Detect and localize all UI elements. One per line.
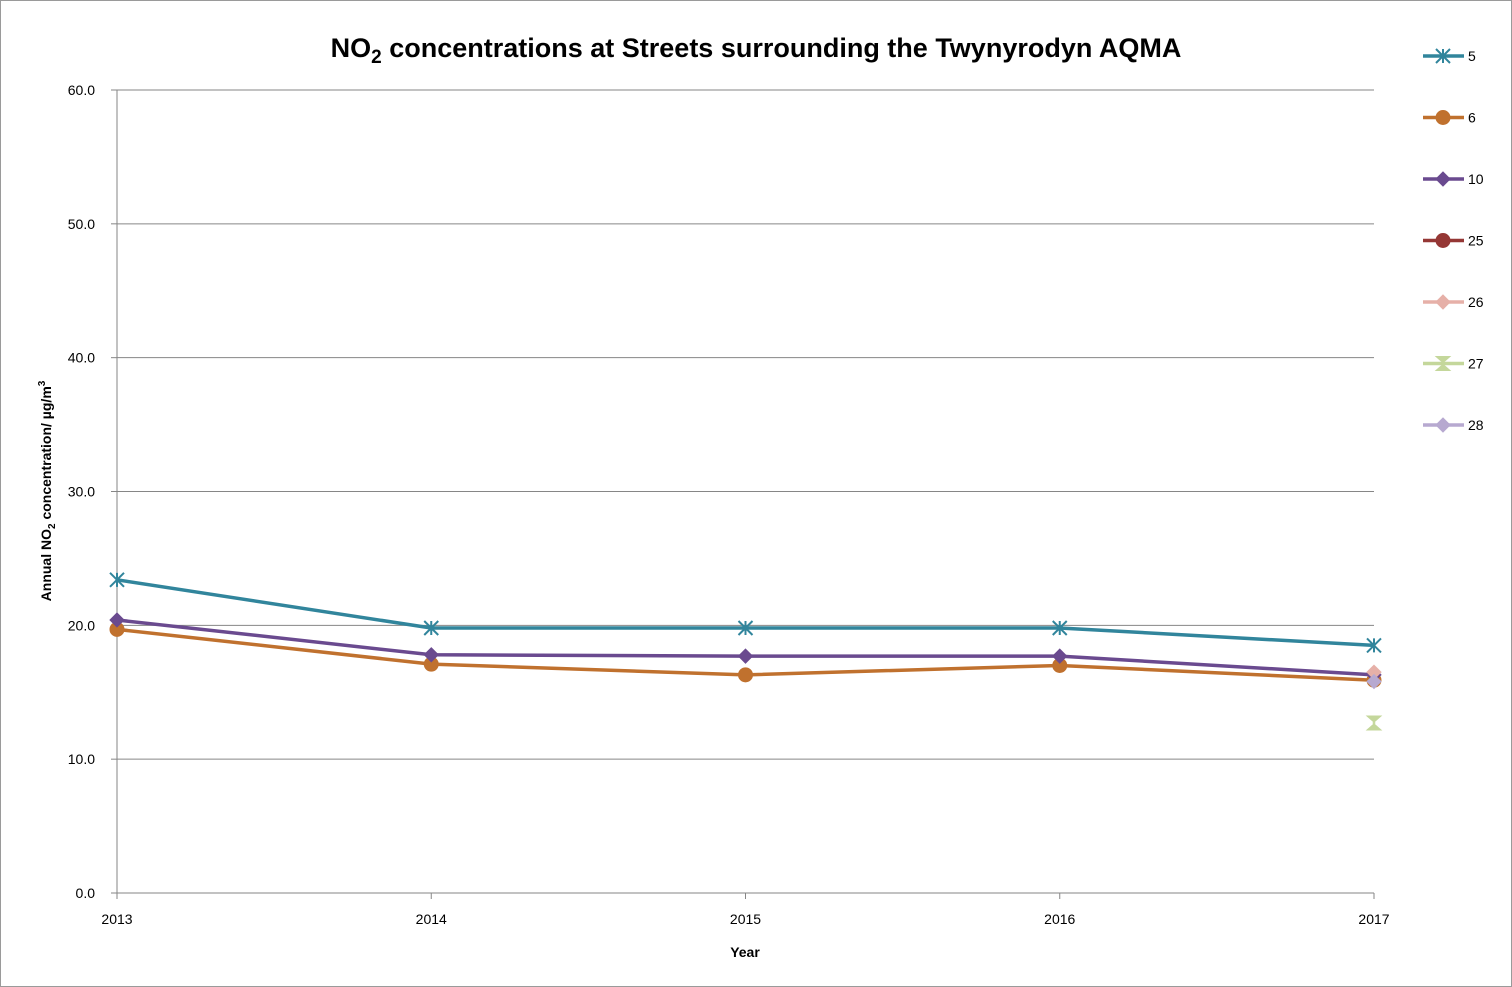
data-point-5 bbox=[1052, 620, 1068, 636]
legend-item-5: 5 bbox=[1423, 48, 1476, 64]
x-tick-labels: 2013 2014 2015 2016 2017 bbox=[101, 911, 1389, 927]
legend-marker bbox=[1435, 110, 1451, 125]
data-point-5 bbox=[109, 572, 125, 588]
data-point-5 bbox=[1366, 637, 1382, 654]
y-tick-labels: 0.0 10.0 20.0 30.0 40.0 50.0 60.0 bbox=[68, 82, 95, 901]
legend-item-27: 27 bbox=[1423, 356, 1484, 372]
legend-item-10: 10 bbox=[1423, 171, 1484, 187]
y-tick-label: 50.0 bbox=[68, 216, 95, 232]
legend-label: 6 bbox=[1468, 110, 1476, 126]
legend-item-6: 6 bbox=[1423, 110, 1476, 126]
y-axis-title: Annual NO2 concentration/ µg/m3 bbox=[37, 380, 58, 601]
series-27 bbox=[1365, 715, 1383, 731]
x-tick-label: 2016 bbox=[1044, 911, 1075, 927]
legend-item-26: 26 bbox=[1423, 294, 1484, 310]
y-tick-label: 30.0 bbox=[68, 484, 95, 500]
series-28 bbox=[1366, 673, 1382, 690]
chart-title: NO2 concentrations at Streets surroundin… bbox=[331, 33, 1182, 68]
y-tick-label: 10.0 bbox=[68, 751, 95, 767]
y-tick-label: 0.0 bbox=[76, 885, 96, 901]
legend-marker bbox=[1435, 48, 1451, 64]
axes bbox=[116, 90, 1374, 894]
legend-label: 5 bbox=[1468, 48, 1476, 64]
data-point-10 bbox=[1052, 648, 1068, 664]
x-tick-label: 2014 bbox=[416, 911, 447, 927]
legend-label: 26 bbox=[1468, 294, 1484, 310]
data-point-10 bbox=[423, 647, 439, 663]
plot-area bbox=[109, 572, 1383, 731]
legend-label: 28 bbox=[1468, 417, 1484, 433]
data-point-10 bbox=[109, 612, 125, 628]
y-tick-label: 60.0 bbox=[68, 82, 95, 98]
x-axis-title: Year bbox=[730, 944, 760, 960]
x-tick-label: 2015 bbox=[730, 911, 761, 927]
gridlines bbox=[111, 89, 1375, 899]
legend-marker bbox=[1435, 417, 1451, 433]
data-point-5 bbox=[737, 620, 754, 636]
legend-label: 25 bbox=[1468, 233, 1484, 249]
data-point-10 bbox=[737, 648, 754, 664]
x-tick-label: 2017 bbox=[1358, 911, 1389, 927]
data-point-27 bbox=[1365, 715, 1383, 731]
series-5 bbox=[109, 572, 1382, 654]
data-point-28 bbox=[1366, 673, 1382, 690]
legend-item-28: 28 bbox=[1423, 417, 1484, 433]
legend-marker bbox=[1435, 171, 1451, 187]
legend-label: 27 bbox=[1468, 356, 1484, 372]
legend-marker bbox=[1435, 294, 1451, 310]
data-point-6 bbox=[738, 667, 753, 683]
legend-marker bbox=[1434, 356, 1452, 371]
data-point-5 bbox=[423, 620, 439, 636]
y-tick-label: 40.0 bbox=[68, 350, 95, 366]
series-line-5 bbox=[116, 578, 1375, 648]
x-tick-label: 2013 bbox=[101, 911, 132, 927]
legend-marker bbox=[1435, 233, 1451, 248]
legend: 5 6 10 25 26 27 28 bbox=[1423, 48, 1484, 433]
legend-label: 10 bbox=[1468, 171, 1484, 187]
y-tick-label: 20.0 bbox=[68, 617, 95, 633]
legend-item-25: 25 bbox=[1423, 233, 1484, 249]
